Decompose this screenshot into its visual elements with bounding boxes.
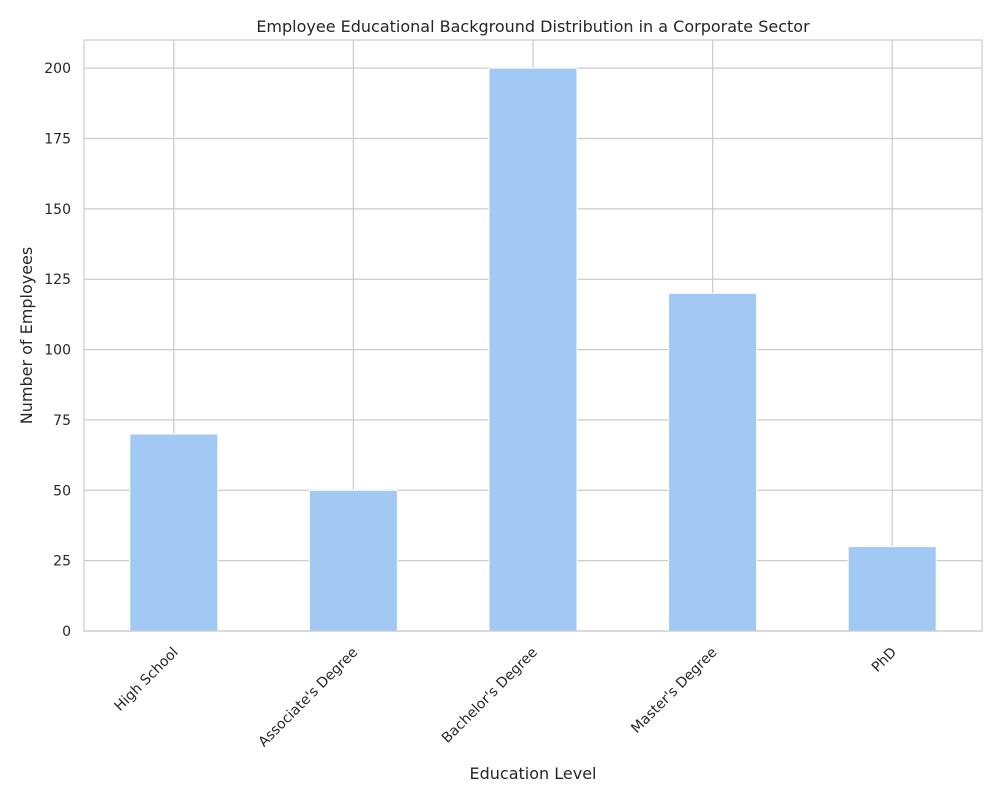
y-tick-label: 75 (53, 413, 71, 429)
x-tick-label: Bachelor's Degree (439, 645, 541, 747)
x-tick-label: Associate's Degree (255, 645, 361, 751)
x-tick-label: High School (112, 645, 182, 715)
bar (308, 489, 398, 632)
y-tick-label: 25 (53, 554, 71, 570)
y-tick-label: 50 (53, 483, 71, 499)
bar (129, 433, 219, 632)
y-tick-label: 175 (44, 132, 71, 148)
y-tick-label: 125 (44, 272, 71, 288)
x-axis-label: Education Level (470, 764, 597, 783)
y-tick-labels: 0 25 50 75 100 125 150 175 200 (44, 61, 71, 640)
plot-frame (83, 39, 983, 632)
y-tick-label: 200 (44, 61, 71, 77)
x-tick-label: Master's Degree (628, 645, 720, 737)
bar (668, 292, 758, 632)
x-tick-label: PhD (869, 645, 900, 676)
chart-title: Employee Educational Background Distribu… (256, 17, 810, 36)
y-axis-label: Number of Employees (17, 247, 36, 424)
bar (488, 67, 578, 632)
y-tick-label: 100 (44, 343, 71, 359)
bar (847, 546, 937, 632)
y-tick-label: 150 (44, 202, 71, 218)
bar-layer (129, 67, 937, 632)
x-tick-labels: High School Associate's Degree Bachelor's … (112, 645, 900, 751)
y-tick-label: 0 (62, 624, 71, 640)
